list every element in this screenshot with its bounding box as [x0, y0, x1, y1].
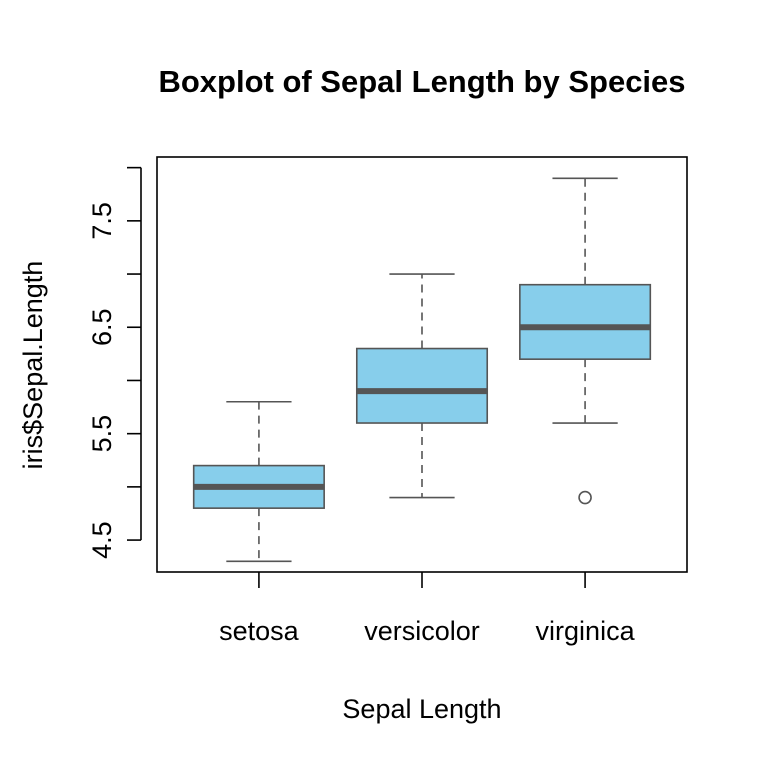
chart-title: Boxplot of Sepal Length by Species: [158, 64, 685, 99]
y-axis: 4.5 5.5 6.5 7.5: [87, 166, 142, 559]
box-virginica: [519, 177, 652, 505]
box-body: [355, 347, 489, 424]
y-tick-label: 5.5: [87, 415, 117, 453]
outlier-point: [578, 490, 592, 505]
x-tick-label: setosa: [219, 616, 300, 646]
y-tick-label: 4.5: [87, 521, 117, 559]
y-tick-label: 6.5: [87, 308, 117, 346]
box-versicolor: [355, 273, 489, 499]
x-tick-label: versicolor: [364, 616, 480, 646]
y-axis-label: iris$Sepal.Length: [18, 261, 48, 470]
box-body: [519, 283, 652, 360]
box-setosa: [192, 400, 325, 563]
x-tick-label: virginica: [536, 616, 636, 646]
boxes: [192, 177, 652, 563]
y-tick-label: 7.5: [87, 202, 117, 240]
x-axis: setosa versicolor virginica: [219, 572, 636, 646]
x-axis-label: Sepal Length: [342, 694, 501, 724]
